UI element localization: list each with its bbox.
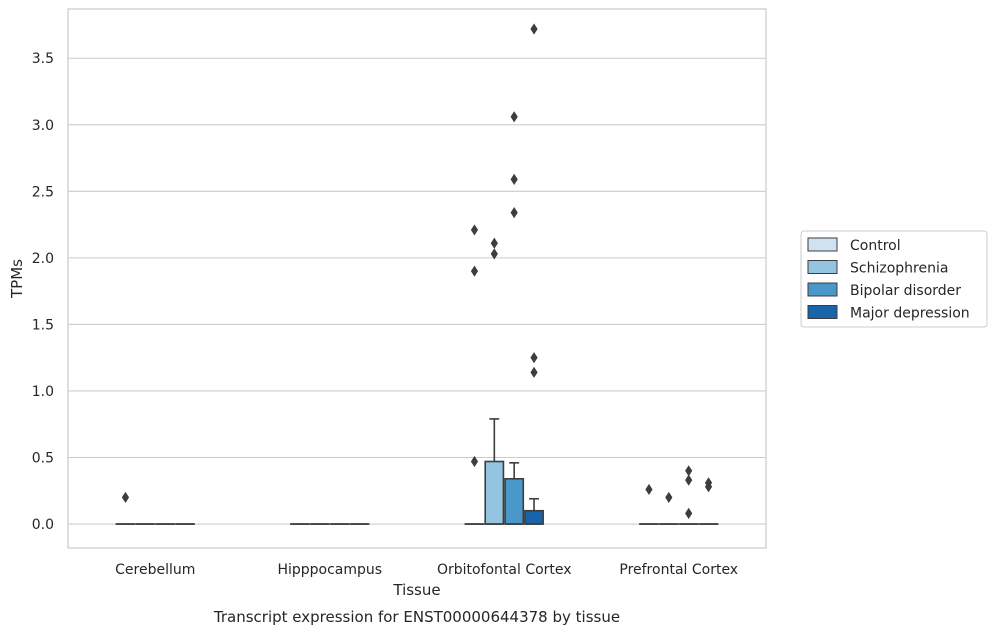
x-tick-label: Orbitofontal Cortex — [437, 562, 572, 578]
legend-swatch — [807, 237, 838, 252]
outlier-point — [510, 207, 518, 219]
box-body — [524, 509, 544, 525]
outlier-point — [510, 173, 518, 185]
chart-caption: Transcript expression for ENST0000064437… — [213, 608, 620, 626]
box — [484, 418, 505, 525]
outlier-point — [490, 237, 498, 249]
outlier-point — [685, 507, 693, 519]
y-tick-label: 3.5 — [32, 51, 54, 67]
outlier-point — [645, 483, 653, 496]
box — [504, 462, 525, 525]
outlier-point — [470, 224, 479, 236]
outlier-point — [530, 352, 538, 364]
x-axis-label: Tissue — [392, 581, 440, 599]
grid-lines — [68, 57, 766, 525]
legend-frame — [800, 230, 988, 328]
plot-frame — [67, 8, 767, 549]
legend-item: Major depression — [807, 305, 970, 322]
y-tick-label: 2.0 — [32, 251, 54, 267]
legend-label: Bipolar disorder — [850, 283, 961, 299]
y-tick-label: 0.0 — [32, 517, 54, 533]
outlier-point — [510, 111, 518, 123]
outlier-point — [704, 477, 713, 489]
legend-swatch — [807, 282, 838, 297]
boxes — [115, 418, 719, 525]
outlier-point — [685, 474, 693, 486]
outliers — [121, 23, 713, 519]
x-tick-label: Cerebellum — [115, 562, 195, 578]
y-tick-label: 1.5 — [32, 317, 54, 333]
outlier-point — [530, 366, 538, 378]
y-tick-label: 1.0 — [32, 384, 54, 400]
y-tick-label: 0.5 — [32, 451, 54, 467]
outlier-point — [685, 465, 693, 477]
box-body — [504, 477, 525, 525]
outlier-point — [665, 491, 673, 504]
x-tick-label: Hipppocampus — [277, 562, 382, 578]
x-tick-labels: Cerebellum Hipppocampus Orbitofontal Corte… — [115, 562, 738, 578]
legend-item: Bipolar disorder — [807, 282, 961, 299]
box-body — [484, 460, 505, 525]
y-axis-label: TPMs — [8, 259, 26, 299]
x-tick-label: Prefrontal Cortex — [619, 562, 738, 578]
box — [524, 497, 544, 525]
outlier-point — [470, 265, 479, 277]
legend-label: Major depression — [850, 306, 970, 322]
legend-label: Control — [850, 238, 901, 254]
y-tick-labels: 0.0 0.5 1.0 1.5 2.0 2.5 3.0 3.5 — [32, 51, 54, 533]
y-tick-label: 3.0 — [32, 118, 54, 134]
legend-swatch — [807, 260, 838, 274]
outlier-point — [470, 455, 479, 468]
y-tick-label: 2.5 — [32, 184, 54, 200]
legend-label: Schizophrenia — [850, 261, 948, 277]
legend-item: Control — [807, 237, 901, 254]
legend-swatch — [807, 305, 838, 319]
outlier-point — [121, 491, 130, 504]
outlier-point — [490, 248, 498, 260]
legend-item: Schizophrenia — [807, 260, 948, 277]
outlier-point — [530, 23, 538, 35]
legend: Control Schizophrenia Bipolar disorder Majo… — [800, 230, 988, 328]
